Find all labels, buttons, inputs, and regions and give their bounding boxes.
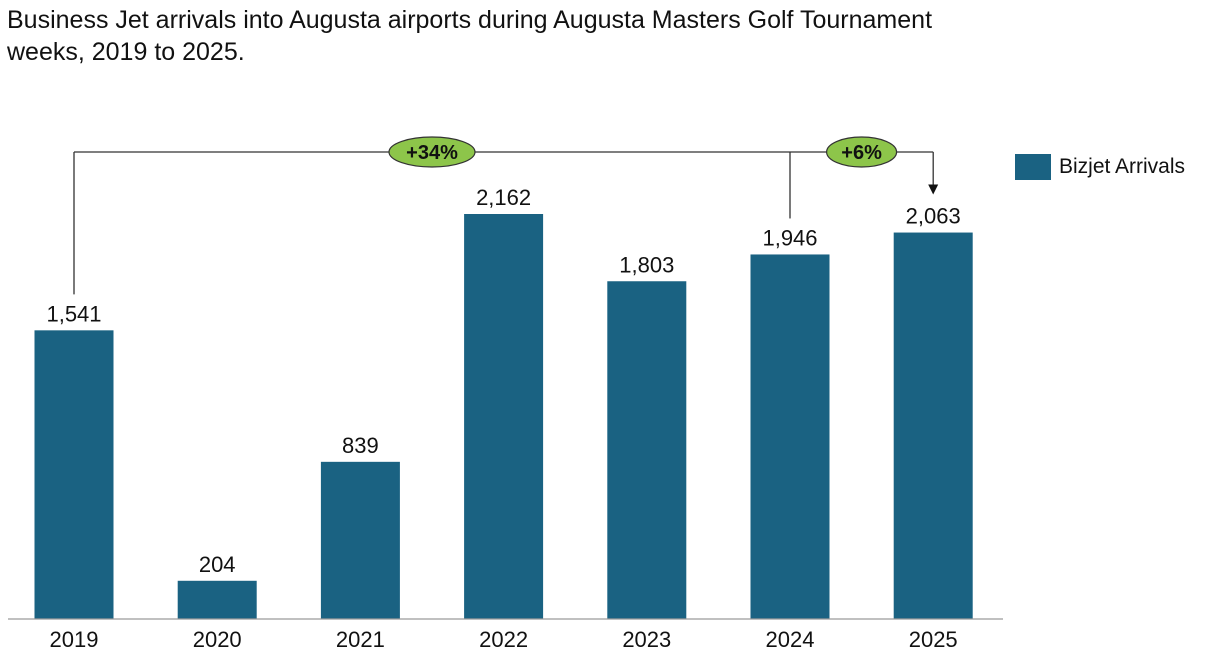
bar-2022 bbox=[464, 214, 544, 619]
growth-6-label: +6% bbox=[841, 142, 882, 164]
value-label-2025: 2,063 bbox=[906, 204, 961, 229]
bars-group: 1,541 2019 204 2020 839 2021 2,162 2022 1,803 202… bbox=[34, 185, 973, 652]
bar-2025 bbox=[893, 232, 973, 619]
value-label-2022: 2,162 bbox=[476, 185, 531, 210]
x-tick-label-2021: 2021 bbox=[336, 627, 385, 652]
legend-swatch bbox=[1015, 154, 1051, 180]
bar-2020 bbox=[177, 580, 257, 619]
value-label-2020: 204 bbox=[199, 552, 236, 577]
x-tick-label-2022: 2022 bbox=[479, 627, 528, 652]
bar-2023 bbox=[607, 281, 687, 619]
value-label-2024: 1,946 bbox=[762, 225, 817, 250]
bar-2021 bbox=[320, 461, 400, 619]
x-tick-label-2024: 2024 bbox=[766, 627, 815, 652]
x-tick-label-2019: 2019 bbox=[50, 627, 99, 652]
bar-2019 bbox=[34, 330, 114, 619]
value-label-2023: 1,803 bbox=[619, 252, 674, 277]
x-tick-label-2025: 2025 bbox=[909, 627, 958, 652]
x-tick-label-2023: 2023 bbox=[622, 627, 671, 652]
value-label-2019: 1,541 bbox=[46, 301, 101, 326]
growth-6-badge bbox=[825, 136, 898, 168]
chart-title-line-1: Business Jet arrivals into Augusta airpo… bbox=[7, 6, 933, 34]
bar-2024 bbox=[750, 254, 830, 620]
growth-34-label: +34% bbox=[406, 142, 458, 164]
chart-title-line-2: weeks, 2019 to 2025. bbox=[7, 38, 245, 66]
chart-title: Business Jet arrivals into Augusta airpo… bbox=[7, 4, 1107, 68]
legend: Bizjet Arrivals bbox=[1015, 154, 1185, 180]
annotations-group: +34% +6% bbox=[73, 136, 939, 295]
legend-label: Bizjet Arrivals bbox=[1059, 155, 1186, 178]
value-label-2021: 839 bbox=[342, 433, 379, 458]
bracket-arrowhead bbox=[928, 184, 939, 195]
x-tick-label-2020: 2020 bbox=[193, 627, 242, 652]
growth-34-badge bbox=[388, 136, 476, 168]
